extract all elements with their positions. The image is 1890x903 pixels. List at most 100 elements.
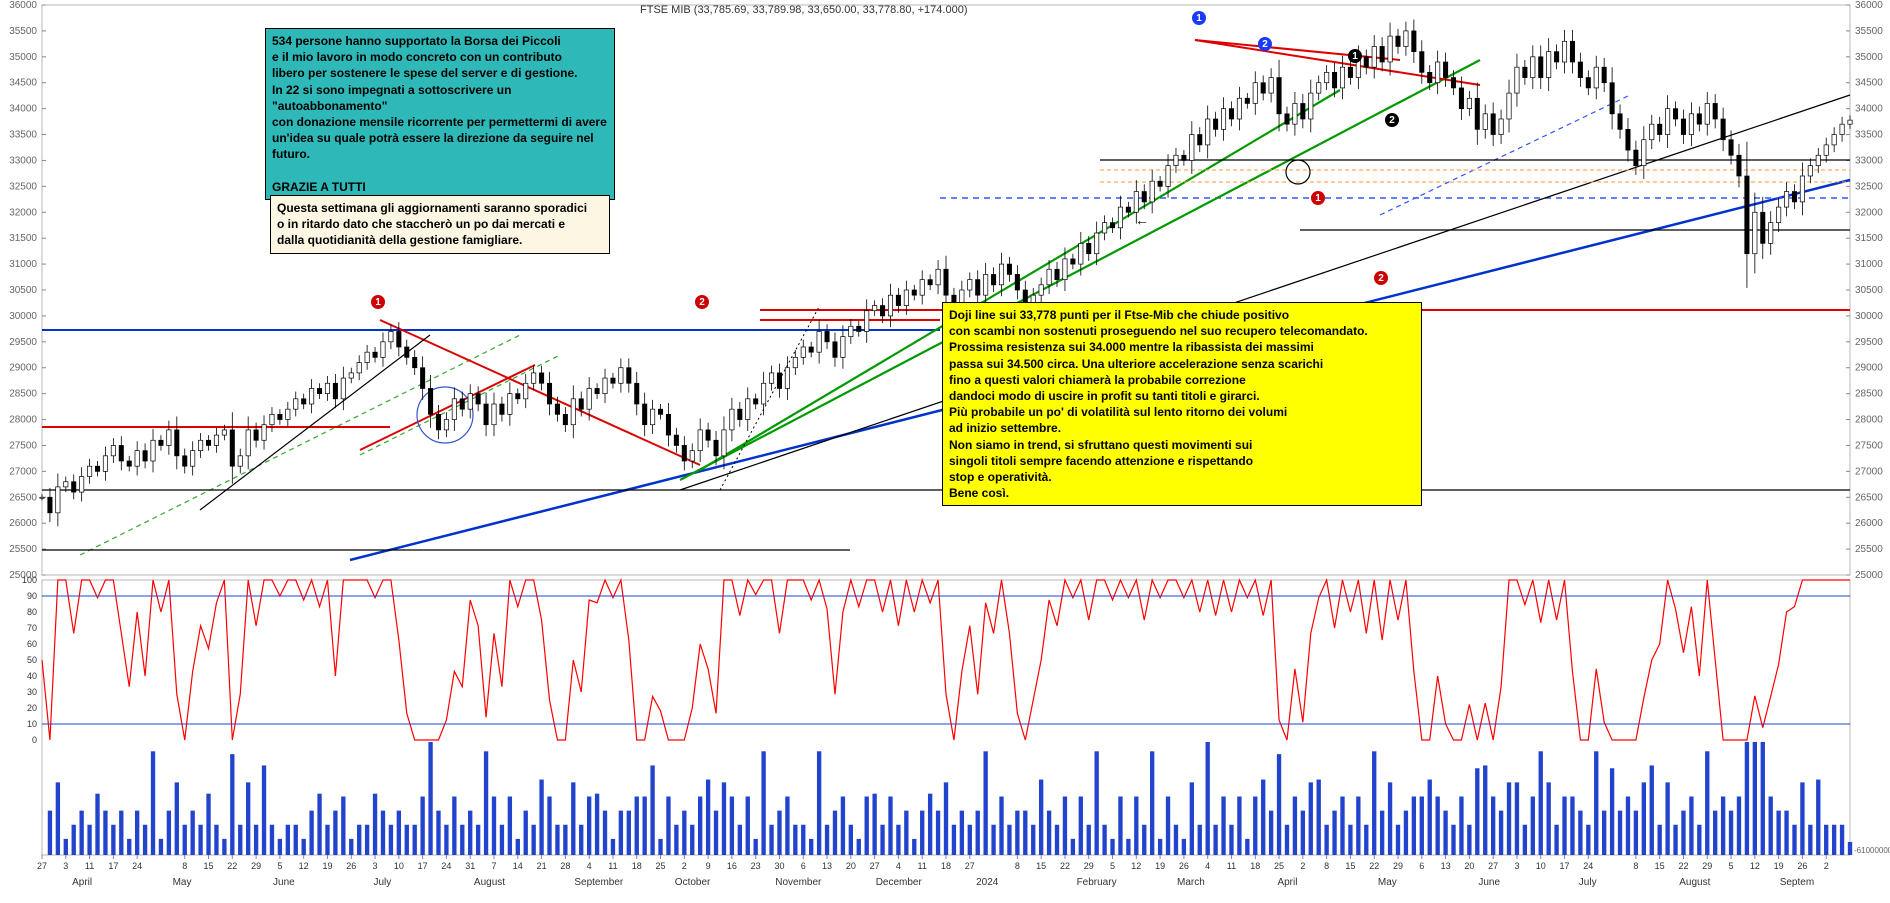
svg-text:4: 4 (587, 861, 592, 871)
annotation-teal: 534 persone hanno supportato la Borsa de… (265, 28, 615, 200)
svg-text:28000: 28000 (1855, 415, 1883, 426)
svg-text:27: 27 (37, 861, 47, 871)
elliott-marker: 1 (1192, 11, 1206, 25)
svg-text:28: 28 (560, 861, 570, 871)
svg-text:17: 17 (108, 861, 118, 871)
svg-text:31000: 31000 (1855, 259, 1883, 270)
svg-text:November: November (775, 877, 822, 888)
svg-text:June: June (273, 877, 295, 888)
svg-text:9: 9 (706, 861, 711, 871)
svg-text:5: 5 (277, 861, 282, 871)
svg-text:14: 14 (513, 861, 523, 871)
svg-text:34000: 34000 (9, 104, 37, 115)
elliott-marker: 2 (1258, 37, 1272, 51)
svg-text:20: 20 (27, 703, 37, 713)
svg-text:22: 22 (1369, 861, 1379, 871)
svg-text:32000: 32000 (9, 207, 37, 218)
svg-text:32500: 32500 (1855, 181, 1883, 192)
svg-text:August: August (1679, 877, 1710, 888)
svg-text:22: 22 (1060, 861, 1070, 871)
svg-text:90: 90 (27, 591, 37, 601)
svg-text:50: 50 (27, 655, 37, 665)
svg-text:August: August (474, 877, 505, 888)
svg-text:30000: 30000 (1855, 311, 1883, 322)
svg-text:33500: 33500 (1855, 130, 1883, 141)
svg-text:20: 20 (846, 861, 856, 871)
svg-text:26500: 26500 (1855, 492, 1883, 503)
svg-text:10: 10 (27, 719, 37, 729)
svg-text:7: 7 (491, 861, 496, 871)
svg-text:32000: 32000 (1855, 207, 1883, 218)
svg-text:2: 2 (1300, 861, 1305, 871)
svg-text:25000: 25000 (1855, 570, 1883, 581)
svg-text:June: June (1478, 877, 1500, 888)
svg-text:22: 22 (1678, 861, 1688, 871)
svg-text:29: 29 (1702, 861, 1712, 871)
svg-text:February: February (1077, 877, 1117, 888)
svg-text:May: May (173, 877, 192, 888)
svg-text:34500: 34500 (9, 78, 37, 89)
elliott-marker: 2 (1374, 271, 1388, 285)
svg-text:35000: 35000 (1855, 52, 1883, 63)
svg-text:29: 29 (1393, 861, 1403, 871)
svg-text:19: 19 (1774, 861, 1784, 871)
elliott-marker: 1 (1311, 191, 1325, 205)
svg-text:22: 22 (227, 861, 237, 871)
svg-text:36000: 36000 (9, 0, 37, 11)
svg-text:6: 6 (801, 861, 806, 871)
svg-text:29000: 29000 (9, 363, 37, 374)
svg-text:11: 11 (918, 861, 927, 871)
svg-text:40: 40 (27, 671, 37, 681)
svg-text:11: 11 (1227, 861, 1236, 871)
svg-text:12: 12 (299, 861, 309, 871)
svg-text:September: September (574, 877, 624, 888)
svg-text:May: May (1378, 877, 1397, 888)
svg-text:27: 27 (1488, 861, 1498, 871)
svg-text:27: 27 (870, 861, 880, 871)
svg-text:26000: 26000 (1855, 518, 1883, 529)
svg-text:24: 24 (132, 861, 142, 871)
svg-text:April: April (1277, 877, 1297, 888)
svg-text:34500: 34500 (1855, 78, 1883, 89)
svg-text:8: 8 (1633, 861, 1638, 871)
elliott-marker: 1 (371, 295, 385, 309)
svg-text:-610000000: -610000000 (1854, 846, 1890, 855)
svg-text:26: 26 (346, 861, 356, 871)
svg-text:28000: 28000 (9, 415, 37, 426)
svg-text:15: 15 (204, 861, 214, 871)
svg-text:25500: 25500 (9, 544, 37, 555)
svg-text:19: 19 (322, 861, 332, 871)
elliott-marker: 2 (695, 295, 709, 309)
svg-text:29500: 29500 (1855, 337, 1883, 348)
svg-text:3: 3 (63, 861, 68, 871)
svg-text:December: December (876, 877, 923, 888)
svg-text:2024: 2024 (976, 877, 999, 888)
svg-text:32500: 32500 (9, 181, 37, 192)
svg-text:36000: 36000 (1855, 0, 1883, 11)
svg-text:31500: 31500 (1855, 233, 1883, 244)
svg-text:27000: 27000 (1855, 466, 1883, 477)
svg-text:5: 5 (1729, 861, 1734, 871)
svg-text:31000: 31000 (9, 259, 37, 270)
svg-text:July: July (373, 877, 391, 888)
svg-text:←: ← (1135, 212, 1149, 228)
svg-text:5: 5 (1110, 861, 1115, 871)
svg-text:8: 8 (1324, 861, 1329, 871)
svg-text:4: 4 (1205, 861, 1210, 871)
svg-text:21: 21 (537, 861, 547, 871)
svg-text:30000: 30000 (9, 311, 37, 322)
svg-text:10: 10 (394, 861, 404, 871)
svg-text:12: 12 (1131, 861, 1141, 871)
svg-text:6: 6 (1419, 861, 1424, 871)
svg-text:31: 31 (465, 861, 475, 871)
svg-text:October: October (675, 877, 711, 888)
svg-text:29: 29 (1084, 861, 1094, 871)
svg-text:8: 8 (1015, 861, 1020, 871)
svg-text:17: 17 (418, 861, 428, 871)
svg-text:29500: 29500 (9, 337, 37, 348)
svg-text:33000: 33000 (1855, 155, 1883, 166)
svg-text:24: 24 (441, 861, 451, 871)
svg-text:July: July (1579, 877, 1597, 888)
svg-text:26: 26 (1797, 861, 1807, 871)
svg-text:2: 2 (1824, 861, 1829, 871)
